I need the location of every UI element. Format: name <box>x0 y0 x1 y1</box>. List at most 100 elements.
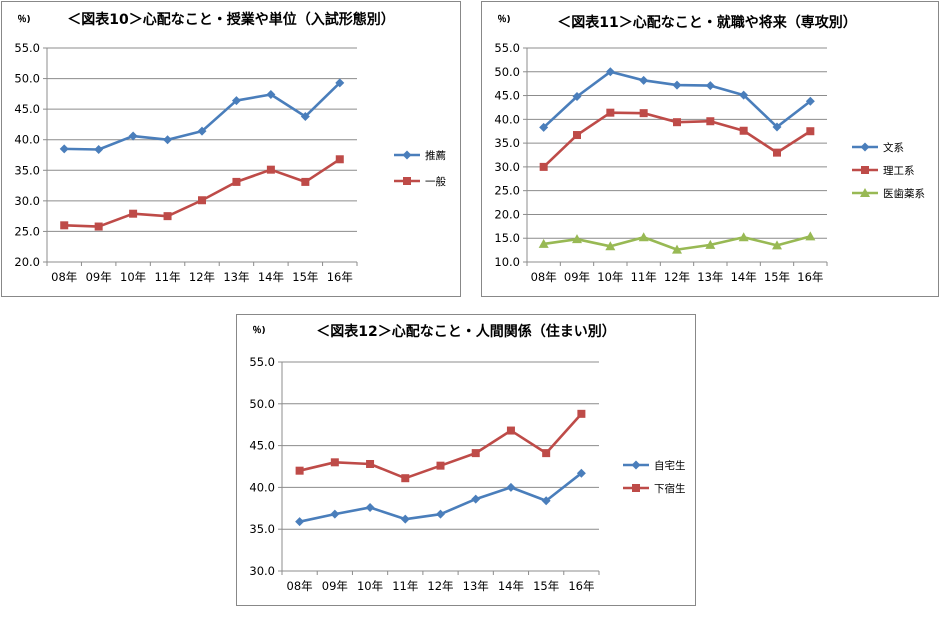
x-tick-label: 08年 <box>287 579 313 593</box>
data-point-major-2 <box>606 108 615 117</box>
data-point-entrance-2 <box>232 177 241 186</box>
x-tick-label: 08年 <box>51 270 77 284</box>
line-chart-entrance-type: ＜図表10＞心配なこと・授業や単位（入試形態別） ％) 55.0 50.0 45.0 40… <box>14 11 446 284</box>
data-point-major-1 <box>539 122 549 132</box>
x-tick-label: 10年 <box>597 270 623 284</box>
x-tick-label: 16年 <box>327 270 353 284</box>
y-tick-label: 40.0 <box>14 133 40 147</box>
x-tick-label: 15年 <box>292 270 318 284</box>
legend-item: 自宅生 <box>623 459 686 472</box>
data-point-major-2 <box>573 131 581 140</box>
data-point-major-2 <box>539 162 548 171</box>
x-tick-label: 12年 <box>427 579 453 593</box>
y-tick-label: 30.0 <box>494 160 520 174</box>
legend-item: 文系 <box>852 141 904 154</box>
data-point-residence-1 <box>471 494 481 504</box>
legend-item: 医歯薬系 <box>852 187 925 200</box>
x-tick-label: 11年 <box>631 270 657 284</box>
x-tick-label: 10年 <box>357 579 383 593</box>
data-point-major-3 <box>672 244 682 254</box>
y-tick-label: 30.0 <box>14 194 40 208</box>
legend-label: 文系 <box>883 141 904 154</box>
data-point-residence-2 <box>577 409 586 418</box>
legend-item: 推薦 <box>394 149 446 162</box>
x-tick-label: 09年 <box>86 270 112 284</box>
data-point-residence-2 <box>506 426 515 435</box>
data-point-major-1 <box>639 75 649 85</box>
data-point-major-2 <box>806 127 815 136</box>
x-tick-label: 10年 <box>120 270 146 284</box>
legend-item: 下宿生 <box>623 482 686 495</box>
data-point-residence-1 <box>436 509 445 519</box>
chart-title: ＜図表11＞心配なこと・就職や将来（専攻別） <box>557 14 856 31</box>
data-point-major-3 <box>705 239 716 249</box>
y-tick-label: 25.0 <box>14 224 40 238</box>
data-point-residence-2 <box>436 461 445 470</box>
data-point-entrance-1 <box>266 89 276 99</box>
legend-marker <box>631 460 641 470</box>
data-point-residence-2 <box>471 449 480 458</box>
x-tick-label: 13年 <box>697 270 723 284</box>
y-tick-label: 15.0 <box>494 231 520 245</box>
legend-label: 推薦 <box>425 149 446 162</box>
y-tick-label: 25.0 <box>494 184 520 198</box>
data-point-major-3 <box>805 231 816 241</box>
data-point-residence-1 <box>400 514 410 524</box>
legend-label: 医歯薬系 <box>883 187 925 200</box>
x-tick-label: 09年 <box>322 579 348 593</box>
legend-label: 自宅生 <box>654 459 686 472</box>
y-tick-label: 55.0 <box>494 41 520 55</box>
legend-item: 一般 <box>394 175 446 188</box>
x-tick-label: 12年 <box>189 270 215 284</box>
y-tick-label: 50.0 <box>249 397 275 411</box>
y-tick-label: 45.0 <box>14 102 40 116</box>
legend-label: 下宿生 <box>654 482 686 495</box>
y-tick-label: 20.0 <box>14 255 40 269</box>
legend-label: 一般 <box>425 175 446 188</box>
data-point-major-1 <box>772 122 782 132</box>
legend-marker <box>860 188 870 197</box>
legend-marker <box>403 177 411 185</box>
data-point-major-1 <box>739 90 749 100</box>
x-tick-label: 13年 <box>463 579 489 593</box>
data-point-entrance-2 <box>335 155 344 164</box>
unit-label: ％) <box>497 14 510 25</box>
x-tick-label: 11年 <box>392 579 418 593</box>
chart-panel-entrance-type: ＜図表10＞心配なこと・授業や単位（入試形態別） ％) 55.0 50.0 45.0 40… <box>1 1 461 297</box>
chart-title: ＜図表10＞心配なこと・授業や単位（入試形態別） <box>67 11 394 28</box>
data-point-entrance-1 <box>163 135 173 145</box>
x-tick-label: 15年 <box>533 579 559 593</box>
legend-marker <box>402 150 412 160</box>
legend-item: 理工系 <box>852 165 915 177</box>
x-tick-label: 14年 <box>731 270 757 284</box>
data-point-major-1 <box>672 80 682 90</box>
y-tick-label: 20.0 <box>494 207 520 221</box>
data-point-major-3 <box>538 238 549 248</box>
legend-marker <box>632 484 640 492</box>
data-point-entrance-1 <box>59 144 69 154</box>
data-point-entrance-2 <box>266 165 275 174</box>
data-point-residence-1 <box>365 502 375 512</box>
data-point-major-2 <box>773 148 781 157</box>
data-point-major-1 <box>605 67 615 77</box>
data-point-entrance-1 <box>94 144 104 154</box>
y-tick-label: 35.0 <box>249 522 275 536</box>
y-tick-label: 35.0 <box>14 163 40 177</box>
x-tick-label: 15年 <box>764 270 790 284</box>
data-point-entrance-2 <box>94 222 103 231</box>
series-line-entrance-2 <box>64 158 341 228</box>
legend-label: 理工系 <box>883 165 915 177</box>
x-tick-label: 16年 <box>568 579 594 593</box>
data-point-major-1 <box>805 96 815 106</box>
data-point-residence-2 <box>542 449 551 458</box>
data-point-entrance-1 <box>128 131 138 141</box>
data-point-entrance-1 <box>231 96 241 106</box>
legend-marker <box>861 166 869 174</box>
data-point-major-3 <box>738 232 749 242</box>
data-point-major-2 <box>639 109 648 118</box>
line-chart-residence: ＜図表12＞心配なこと・人間関係（住まい別） ％) 55.0 50.0 45.0 40.0… <box>249 323 686 593</box>
chart-panel-residence: ＜図表12＞心配なこと・人間関係（住まい別） ％) 55.0 50.0 45.0 40.0… <box>236 314 696 606</box>
data-point-entrance-2 <box>301 177 310 186</box>
y-tick-label: 45.0 <box>249 439 275 453</box>
data-point-residence-2 <box>366 459 375 468</box>
